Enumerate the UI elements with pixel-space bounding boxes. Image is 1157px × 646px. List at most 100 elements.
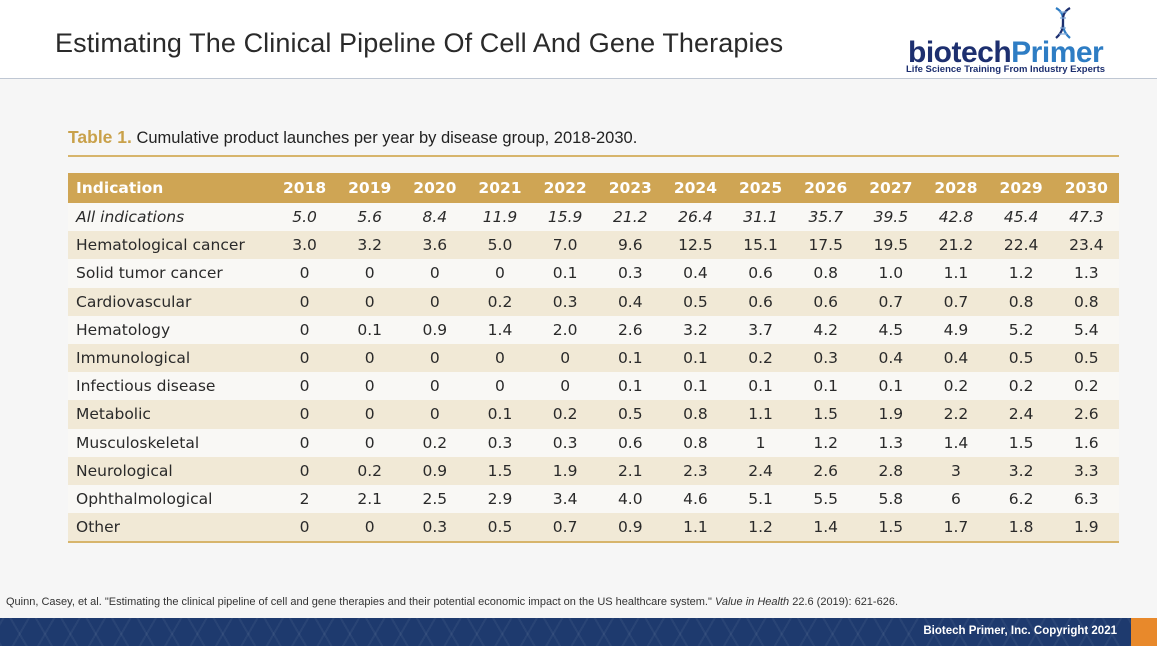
table-cell-value: 0.3 bbox=[402, 513, 468, 544]
table-cell-value: 0.5 bbox=[683, 292, 708, 311]
table-cell-value: 1.5 bbox=[813, 405, 839, 424]
table-cell-value: 0.6 bbox=[813, 292, 839, 311]
table-cell-value: 2.4 bbox=[748, 461, 773, 480]
table-cell-value: 2.9 bbox=[487, 489, 513, 508]
row-indication: Metabolic bbox=[76, 405, 151, 424]
table-cell-value: 2.6 bbox=[617, 320, 643, 339]
logo-word-biotech: biotech bbox=[908, 36, 1012, 69]
table-cell-value: 3.7 bbox=[748, 320, 773, 339]
table-cell-value: 1 bbox=[755, 433, 766, 452]
table-cell-value: 0.5 bbox=[617, 405, 643, 424]
table-cell-value: 2.2 bbox=[943, 405, 969, 424]
table-cell-value: 5.4 bbox=[1074, 320, 1099, 339]
table-cell-value: 1.5 bbox=[1008, 433, 1034, 452]
table-cell-value: 0.6 bbox=[748, 292, 773, 311]
table-cell-value: 0 bbox=[299, 461, 310, 480]
table-cell-value: 0.7 bbox=[532, 513, 598, 544]
table-cell-value: 5.5 bbox=[813, 489, 839, 508]
table-cell-value: 1.3 bbox=[1074, 264, 1099, 283]
table-cell-value: 0 bbox=[299, 292, 310, 311]
table-cell-value: 0 bbox=[429, 405, 440, 424]
column-header-year: 2030 bbox=[1053, 173, 1119, 203]
table-cell-value: 2.8 bbox=[878, 461, 904, 480]
table-cell-value: 1.2 bbox=[1008, 264, 1034, 283]
table-cell-value: 0 bbox=[299, 320, 310, 339]
table-cell-value: 4.5 bbox=[878, 320, 904, 339]
table-cell-value: 5.6 bbox=[357, 208, 383, 227]
table-cell-value: 39.5 bbox=[873, 208, 909, 227]
row-indication: Ophthalmological bbox=[76, 489, 213, 508]
table-cell-value: 4.2 bbox=[813, 320, 839, 339]
table-cell-value: 19.5 bbox=[873, 236, 909, 255]
table-cell-value: 0.7 bbox=[878, 292, 904, 311]
footer-copyright: Biotech Primer, Inc. Copyright 2021 bbox=[923, 625, 1117, 637]
table-cell-value: 0.6 bbox=[748, 264, 773, 283]
row-indication: Hematology bbox=[76, 320, 171, 339]
table-cell-value: 45.4 bbox=[1003, 208, 1039, 227]
row-indication: Other bbox=[68, 513, 272, 544]
table-cell-value: 2.0 bbox=[552, 320, 578, 339]
table-cell-value: 1.0 bbox=[878, 264, 904, 283]
table-cell-value: 0.1 bbox=[617, 349, 643, 368]
table-cell-value: 26.4 bbox=[678, 208, 713, 227]
column-header-year: 2021 bbox=[467, 173, 533, 203]
table-row: Metabolic 0 0 0 0.1 0.2 0.5 0.8 1.1 1.5 1.9 2.2 2.4 2… bbox=[68, 400, 1119, 429]
table-cell-value: 2.1 bbox=[357, 489, 383, 508]
table-cell-value: 0 bbox=[429, 292, 440, 311]
table-cell-value: 0.2 bbox=[748, 349, 773, 368]
table-cell-value: 0.3 bbox=[552, 433, 578, 452]
table-cell-value: 0.1 bbox=[748, 377, 773, 396]
table-cell-value: 5.0 bbox=[487, 236, 513, 255]
column-header-year: 2022 bbox=[532, 173, 598, 203]
table-cell-value: 1.7 bbox=[923, 513, 989, 544]
table-cell-value: 0 bbox=[429, 349, 440, 368]
table-cell-value: 3.4 bbox=[552, 489, 578, 508]
table-row: All indications 5.0 5.6 8.4 11.9 15.9 21.2 26.4… bbox=[68, 203, 1119, 232]
table-cell-value: 1.1 bbox=[748, 405, 773, 424]
table-cell-value: 1.2 bbox=[727, 513, 794, 544]
row-indication: Cardiovascular bbox=[76, 292, 192, 311]
table-cell-value: 21.2 bbox=[938, 236, 974, 255]
table-row: Hematology 0 0.1 0.9 1.4 2.0 2.6 3.2 3.7 4.2 4.5 4.… bbox=[68, 315, 1119, 344]
table-cell-value: 0 bbox=[364, 292, 375, 311]
table-cell-value: 6 bbox=[951, 489, 961, 508]
table-cell-value: 0.5 bbox=[1008, 349, 1034, 368]
table-cell-value: 5.0 bbox=[292, 208, 317, 227]
table-cell-value: 42.8 bbox=[938, 208, 974, 227]
table-cell-value: 0 bbox=[272, 513, 338, 544]
table-cell-value: 0 bbox=[364, 264, 375, 283]
table-cell-value: 0.3 bbox=[813, 349, 839, 368]
table-cell-value: 17.5 bbox=[808, 236, 843, 255]
table-cell-value: 0.3 bbox=[487, 433, 513, 452]
column-header-year: 2024 bbox=[662, 173, 728, 203]
table-cell-value: 7.0 bbox=[552, 236, 578, 255]
table-cell-value: 5.1 bbox=[748, 489, 773, 508]
table-cell-value: 4.0 bbox=[617, 489, 643, 508]
table-cell-value: 2 bbox=[299, 489, 310, 508]
table-cell-value: 0 bbox=[337, 513, 403, 544]
table-cell-value: 0 bbox=[560, 377, 571, 396]
table-cell-value: 2.1 bbox=[617, 461, 643, 480]
table-cell-value: 1.5 bbox=[858, 513, 924, 544]
footer-accent bbox=[1131, 618, 1157, 646]
table-cell-value: 0.3 bbox=[552, 292, 578, 311]
table-cell-value: 0.5 bbox=[467, 513, 533, 544]
table-cell-value: 0.2 bbox=[1008, 377, 1034, 396]
table-row: Infectious disease 0 0 0 0 0 0.1 0.1 0.1 0.1 0.1 0.… bbox=[68, 372, 1119, 401]
row-indication: Immunological bbox=[76, 349, 191, 368]
table-cell-value: 0.1 bbox=[683, 377, 708, 396]
table-cell-value: 0 bbox=[299, 264, 310, 283]
table-cell-value: 35.7 bbox=[808, 208, 843, 227]
table-cell-value: 3.0 bbox=[292, 236, 317, 255]
slide-header: Estimating The Clinical Pipeline Of Cell… bbox=[0, 0, 1157, 79]
table-cell-value: 9.6 bbox=[617, 236, 643, 255]
column-header-year: 2028 bbox=[923, 173, 989, 203]
table-cell-value: 0 bbox=[495, 349, 505, 368]
table-cell-value: 0.9 bbox=[597, 513, 663, 544]
row-indication: Infectious disease bbox=[76, 377, 216, 396]
row-indication: Hematological cancer bbox=[76, 236, 245, 255]
table-cell-value: 0.9 bbox=[422, 461, 448, 480]
table-cell-value: 0.2 bbox=[943, 377, 969, 396]
citation-suffix: 22.6 (2019): 621-626. bbox=[789, 596, 898, 608]
table-cell-value: 0.8 bbox=[813, 264, 839, 283]
